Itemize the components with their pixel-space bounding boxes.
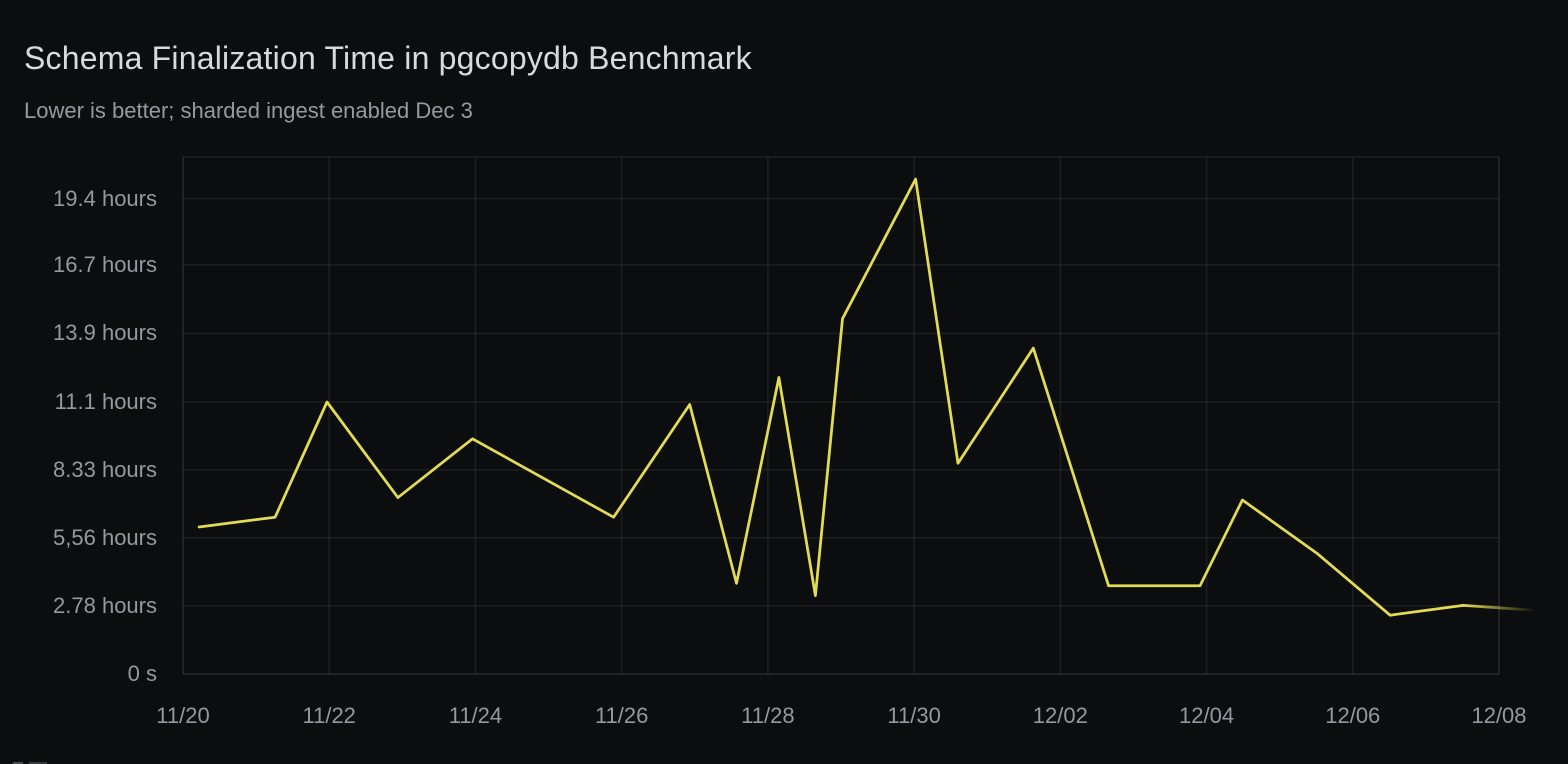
x-axis-tick-label: 12/06 xyxy=(1325,703,1381,728)
x-axis-tick-label: 11/24 xyxy=(448,703,503,728)
x-axis-tick-label: 11/30 xyxy=(887,703,941,728)
y-axis-tick-label: 8.33 hours xyxy=(53,456,157,482)
y-axis-tick-label: 2.78 hours xyxy=(53,592,157,618)
y-axis-tick-label: 16.7 hours xyxy=(53,251,157,277)
clipped-legend-fragment xyxy=(13,762,23,764)
x-axis-tick-label: 11/20 xyxy=(156,703,210,728)
y-axis-tick-label: 13.9 hours xyxy=(53,320,157,346)
y-axis-tick-label: 19.4 hours xyxy=(53,185,157,211)
series-line-fading-tail xyxy=(1461,604,1537,612)
x-axis-tick-label: 12/08 xyxy=(1471,703,1527,728)
y-axis-tick-label: 11.1 hours xyxy=(54,389,157,415)
chart-title: Schema Finalization Time in pgcopydb Ben… xyxy=(24,40,752,76)
x-axis-tick-label: 11/22 xyxy=(302,703,356,728)
y-axis-tick-label: 5,56 hours xyxy=(53,524,157,550)
y-axis-tick-label: 0 s xyxy=(127,661,157,686)
series-line xyxy=(197,177,1465,617)
x-axis-tick-label: 12/04 xyxy=(1179,703,1235,728)
chart-subtitle: Lower is better; sharded ingest enabled … xyxy=(24,98,473,123)
x-axis-tick-label: 12/02 xyxy=(1032,703,1088,728)
x-axis-tick-label: 11/28 xyxy=(741,703,795,728)
x-axis-tick-label: 11/26 xyxy=(594,703,649,728)
